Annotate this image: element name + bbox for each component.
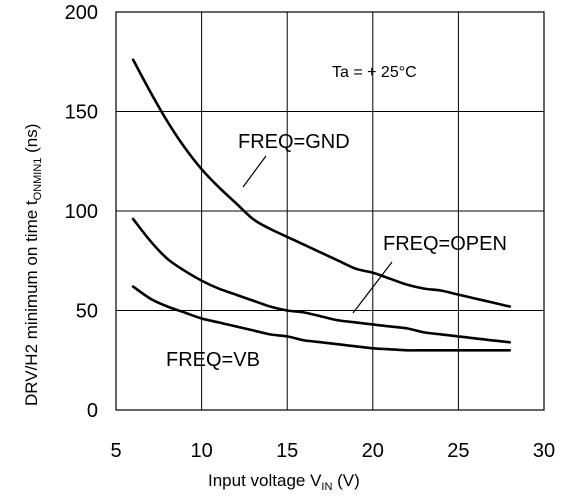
x-tick-label-15: 15 <box>276 440 298 462</box>
y-tick-label-50: 50 <box>76 301 98 323</box>
condition-annotation: Ta = + 25°C <box>332 64 417 81</box>
series-line-freq-gnd <box>131 58 512 308</box>
y-tick-label-150: 150 <box>65 102 98 124</box>
y-tick-label-100: 100 <box>65 201 98 223</box>
leader-line-freq-open <box>352 261 393 314</box>
series-label-freq-vb: FREQ=VB <box>166 349 260 371</box>
grid-lines <box>116 12 544 410</box>
x-axis-label: Input voltage VIN (V) <box>208 471 360 493</box>
series-label-freq-open: FREQ=OPEN <box>383 233 507 255</box>
x-tick-label-5: 5 <box>110 440 121 462</box>
x-tick-label-25: 25 <box>447 440 469 462</box>
series-label-freq-gnd: FREQ=GND <box>238 131 350 153</box>
x-tick-label-20: 20 <box>362 440 384 462</box>
series-line-freq-vb <box>131 285 512 352</box>
y-axis-label: DRV/H2 minimum on time tONMIN1 (ns) <box>22 124 44 406</box>
plot-frame <box>115 11 545 411</box>
leader-line-freq-gnd <box>242 155 267 188</box>
y-tick-label-200: 200 <box>65 2 98 24</box>
series-line-freq-open <box>131 217 512 344</box>
tick-labels: 5 10 15 20 25 30 0 50 100 150 200 <box>65 2 556 462</box>
series-lines <box>131 58 512 352</box>
x-tick-label-10: 10 <box>190 440 212 462</box>
y-tick-label-0: 0 <box>87 400 98 422</box>
x-tick-label-30: 30 <box>533 440 555 462</box>
